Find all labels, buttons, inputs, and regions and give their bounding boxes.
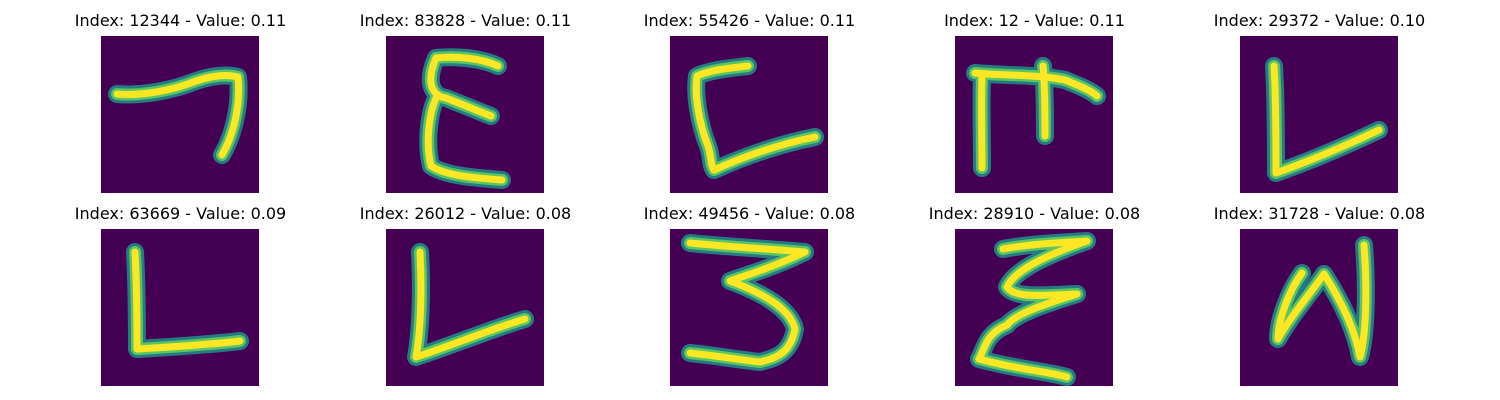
image-cell: Index: 83828 - Value: 0.11	[323, 11, 608, 193]
image-title: Index: 31728 - Value: 0.08	[1213, 204, 1426, 223]
digit-image	[955, 229, 1113, 386]
digit-image-canvas	[670, 36, 828, 193]
digit-image-canvas	[955, 36, 1113, 193]
stroke-core	[1274, 241, 1370, 361]
image-cell: Index: 28910 - Value: 0.08	[892, 204, 1177, 386]
stroke-core	[113, 72, 243, 159]
digit-image-canvas	[1240, 36, 1398, 193]
image-cell: Index: 63669 - Value: 0.09	[38, 204, 323, 386]
stroke-core	[424, 53, 506, 184]
digit-image-canvas	[101, 229, 259, 386]
image-title: Index: 63669 - Value: 0.09	[74, 204, 287, 223]
image-title: Index: 12 - Value: 0.11	[944, 11, 1125, 30]
image-title: Index: 49456 - Value: 0.08	[643, 204, 856, 223]
digit-image	[670, 229, 828, 386]
image-cell: Index: 12 - Value: 0.11	[892, 11, 1177, 193]
image-title: Index: 55426 - Value: 0.11	[643, 11, 856, 30]
digit-image-canvas	[670, 229, 828, 386]
digit-image	[101, 36, 259, 193]
digit-image-canvas	[1240, 229, 1398, 386]
digit-image-canvas	[955, 229, 1113, 386]
image-title: Index: 12344 - Value: 0.11	[74, 11, 287, 30]
image-cell: Index: 12344 - Value: 0.11	[38, 11, 323, 193]
image-title: Index: 26012 - Value: 0.08	[359, 204, 572, 223]
digit-image-canvas	[101, 36, 259, 193]
image-title: Index: 28910 - Value: 0.08	[928, 204, 1141, 223]
image-cell: Index: 49456 - Value: 0.08	[607, 204, 892, 386]
stroke-core	[975, 237, 1091, 381]
image-title: Index: 83828 - Value: 0.11	[359, 11, 572, 30]
stroke-core	[686, 239, 809, 366]
stroke-core	[412, 248, 529, 361]
digit-image	[1240, 36, 1398, 193]
stroke-core	[692, 62, 819, 174]
digit-image-canvas	[386, 36, 544, 193]
digit-image	[670, 36, 828, 193]
digit-image	[955, 36, 1113, 193]
image-cell: Index: 55426 - Value: 0.11	[607, 11, 892, 193]
image-background	[1240, 36, 1398, 193]
stroke-core	[131, 248, 244, 353]
image-title: Index: 29372 - Value: 0.10	[1213, 11, 1426, 30]
digit-image	[101, 229, 259, 386]
digit-image	[1240, 229, 1398, 386]
digit-image	[386, 36, 544, 193]
image-background	[101, 229, 259, 386]
image-cell: Index: 31728 - Value: 0.08	[1177, 204, 1462, 386]
stroke-core	[1270, 62, 1383, 177]
digit-image	[386, 229, 544, 386]
image-cell: Index: 29372 - Value: 0.10	[1177, 11, 1462, 193]
image-cell: Index: 26012 - Value: 0.08	[323, 204, 608, 386]
digit-image-canvas	[386, 229, 544, 386]
stroke-core	[971, 62, 1101, 172]
